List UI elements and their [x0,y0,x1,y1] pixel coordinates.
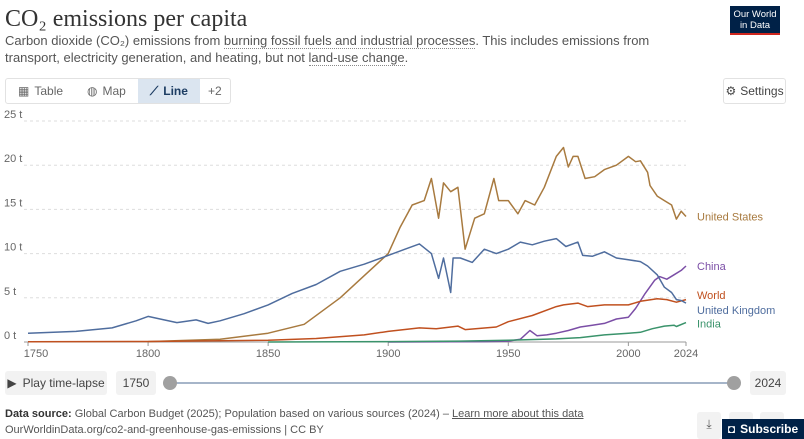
y-tick-label: 15 t [4,197,22,209]
x-tick-label: 1750 [24,348,48,360]
y-tick-label: 25 t [4,110,22,121]
timeline-track[interactable] [170,382,733,384]
end-handle[interactable] [727,376,741,390]
settings-button[interactable]: ⚙ Settings [723,78,786,104]
download-icon: ⤓ [706,417,712,431]
series-label: World [697,290,726,302]
tab-table[interactable]: ▦ Table [18,84,64,98]
start-handle[interactable] [163,376,177,390]
y-tick-label: 5 t [4,286,16,298]
download-button[interactable]: ⤓ [697,412,721,439]
gear-icon: ⚙ [725,84,737,98]
x-tick-label: 2024 [674,348,698,360]
x-tick-label: 1900 [376,348,400,360]
globe-icon: ◍ [87,84,98,98]
tab-more[interactable]: +2 [207,84,222,98]
tab-map[interactable]: ◍ Map [87,84,126,98]
end-year[interactable]: 2024 [750,371,786,395]
series-label: India [697,318,722,330]
line-chart-icon: ⟋ [149,83,159,98]
x-tick-label: 1800 [136,348,160,360]
start-year[interactable]: 1750 [116,371,156,395]
learn-more-link[interactable]: Learn more about this data [452,408,584,420]
y-tick-label: 20 t [4,153,22,165]
view-tabs: ▦ Table ◍ Map ⟋ Line +2 [5,78,231,104]
series-line-india [268,321,687,343]
y-tick-label: 0 t [4,330,16,342]
series-label: United States [697,211,764,223]
subscribe-button[interactable]: ◘ Subscribe [722,419,804,439]
owid-logo[interactable]: Our World in Data [730,6,780,35]
subscribe-icon: ◘ [727,422,736,436]
series-line-united-kingdom [27,237,687,334]
chart-title: CO₂ emissions per capita [5,6,248,32]
play-icon: ▶ [7,376,17,390]
fossil-fuels-link[interactable]: burning fossil fuels and industrial proc… [223,33,476,49]
x-tick-label: 2000 [616,348,640,360]
data-source: Data source: Global Carbon Budget (2025)… [5,408,584,420]
series-label: United Kingdom [697,305,775,317]
series-label: China [697,261,727,273]
series-line-china [388,265,687,343]
x-tick-label: 1950 [496,348,520,360]
tab-line[interactable]: ⟋ Line [137,79,200,103]
x-tick-label: 1850 [256,348,280,360]
series-line-world [27,297,687,343]
series-line-united-states [148,146,687,343]
table-icon: ▦ [18,84,30,98]
source-url[interactable]: OurWorldinData.org/co2-and-greenhouse-ga… [5,424,324,436]
chart-subtitle: Carbon dioxide (CO₂) emissions from burn… [5,33,650,66]
land-use-link[interactable]: land-use change [308,50,405,66]
line-chart: 0 t 5 t 10 t 15 t 20 t 25 t 1750 1800 1850 1900 19… [4,110,775,360]
y-tick-label: 10 t [4,242,22,254]
play-timelapse-button[interactable]: ▶ Play time-lapse [5,371,107,395]
